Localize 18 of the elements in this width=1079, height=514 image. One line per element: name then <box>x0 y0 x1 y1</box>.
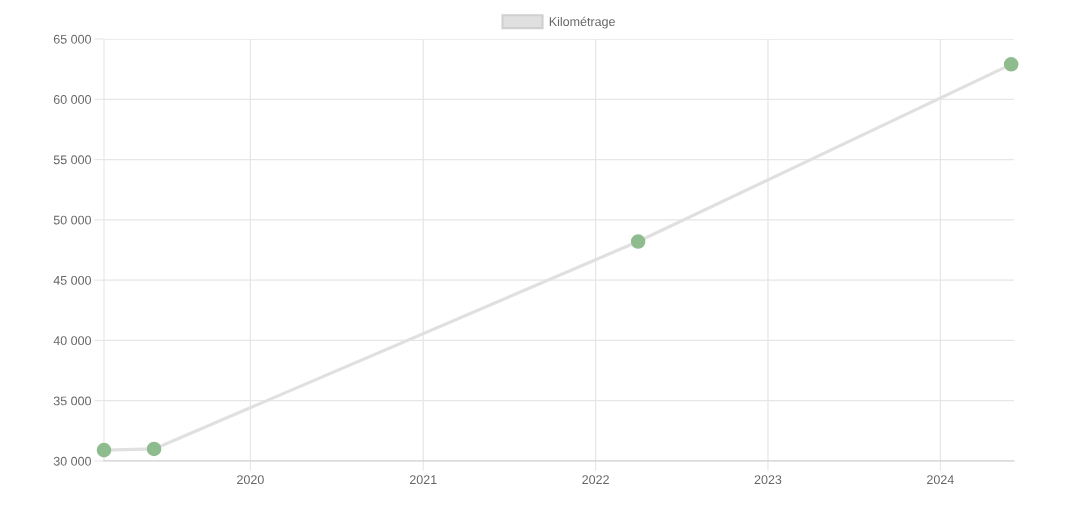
x-tick-label: 2023 <box>754 475 782 485</box>
legend-label: Kilométrage <box>549 16 615 29</box>
x-tick-label: 2022 <box>582 475 609 485</box>
point <box>630 234 646 249</box>
x-tick-label: 2024 <box>927 475 954 485</box>
point <box>146 441 162 457</box>
y-tick-label: 65 000 <box>53 34 92 44</box>
x-tick-label: 2020 <box>237 475 264 485</box>
x-tick-label: 2021 <box>409 475 437 485</box>
y-tick-label: 35 000 <box>53 396 92 406</box>
y-tick-label: 45 000 <box>53 275 92 285</box>
y-tick-label: 55 000 <box>53 155 92 165</box>
y-tick-label: 50 000 <box>53 215 92 225</box>
y-tick-label: 60 000 <box>53 95 92 104</box>
y-tick-label: 40 000 <box>53 336 92 346</box>
y-tick-label: 30 000 <box>53 456 92 466</box>
point <box>1003 57 1019 72</box>
point <box>96 442 112 458</box>
